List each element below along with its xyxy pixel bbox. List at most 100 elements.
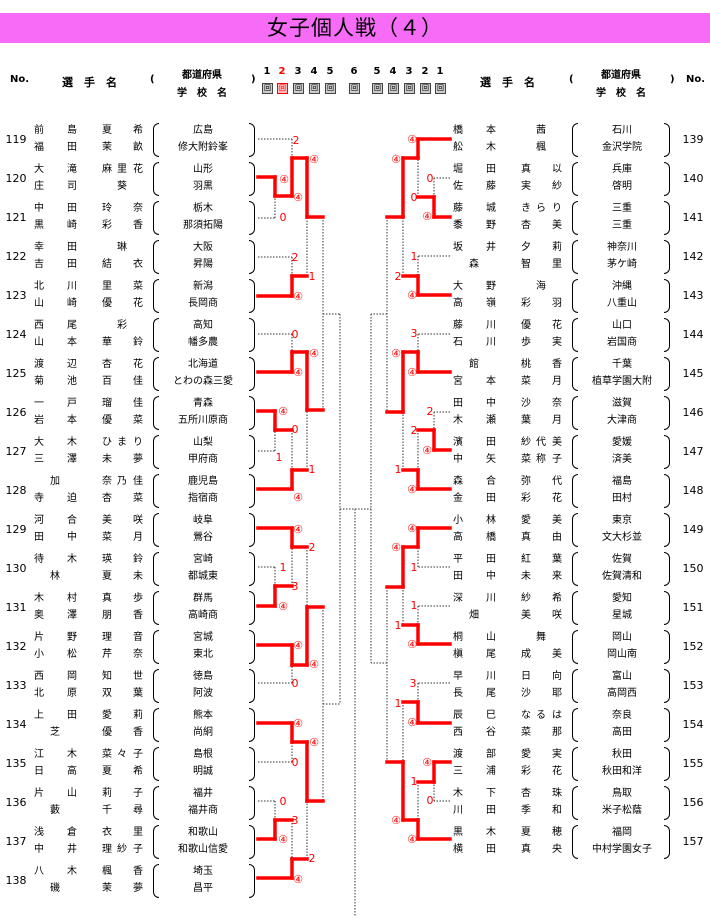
entry-number: 121 xyxy=(5,211,27,224)
school-label: 植草学園大附 xyxy=(592,376,652,387)
bracket-paren-open xyxy=(153,396,159,430)
player-name-char: 佐 xyxy=(453,181,463,192)
player-name-char: 日 xyxy=(521,671,531,682)
player-name-char: 百 xyxy=(102,376,112,387)
player-name-char: 実 xyxy=(521,181,531,192)
player-name-char: 下 xyxy=(486,788,496,799)
player-name-char: 前 xyxy=(34,125,44,136)
school-label: 三重 xyxy=(612,220,632,231)
player-name-char: 田 xyxy=(67,710,77,721)
player-name-char: ひ xyxy=(102,437,112,448)
school-label: 尚絅 xyxy=(193,727,213,738)
prefecture-label: 岐阜 xyxy=(193,515,213,526)
bracket-paren-open xyxy=(153,240,159,274)
title-bar xyxy=(0,13,710,43)
player-name-char: 真 xyxy=(521,164,531,175)
player-name-char: 由 xyxy=(552,532,562,543)
player-name-char: 横 xyxy=(453,844,463,855)
match-score: ④ xyxy=(391,347,401,360)
round-box-icon: 回 xyxy=(349,83,360,94)
player-name-char: な xyxy=(521,710,531,721)
prefecture-label: 三重 xyxy=(612,203,632,214)
match-score: ④ xyxy=(309,153,319,166)
player-name-char: 北 xyxy=(34,688,44,699)
entry-number: 131 xyxy=(5,601,27,614)
match-score: 2 xyxy=(411,424,418,437)
player-name-char: 芝 xyxy=(50,727,60,738)
bracket-paren-open xyxy=(572,162,578,196)
entry-number: 141 xyxy=(682,211,704,224)
entry-number: 146 xyxy=(682,406,704,419)
entry-number: 129 xyxy=(5,523,27,536)
match-score: 1 xyxy=(411,775,418,788)
player-name-char: 奈 xyxy=(133,203,143,214)
match-score: ④ xyxy=(407,366,417,379)
player-name-char: は xyxy=(552,710,562,721)
bracket-paren-open xyxy=(153,201,159,235)
round-box-icon: 回 xyxy=(325,83,336,94)
player-name-char: 澤 xyxy=(67,454,77,465)
match-score: 0 xyxy=(280,795,287,808)
player-name-char: 田 xyxy=(67,242,77,253)
player-name-char: 江 xyxy=(34,749,44,760)
player-name-char: 野 xyxy=(486,220,496,231)
player-name-char: 木 xyxy=(67,749,77,760)
player-name-char: 濱 xyxy=(453,437,463,448)
entry-number: 122 xyxy=(5,250,27,263)
header-paren-close-left: ) xyxy=(251,74,256,85)
player-name-char: 美 xyxy=(552,437,562,448)
entry-number: 156 xyxy=(682,796,704,809)
player-name-char: 村 xyxy=(67,593,77,604)
player-name-char: 西 xyxy=(34,320,44,331)
player-name-char: 美 xyxy=(552,649,562,660)
player-name-char: 茜 xyxy=(536,125,546,136)
prefecture-label: 神奈川 xyxy=(607,242,637,253)
match-score: 2 xyxy=(293,134,300,147)
player-name-char: 月 xyxy=(552,376,562,387)
match-score: 1 xyxy=(309,270,316,283)
player-name-char: 田 xyxy=(67,259,77,270)
prefecture-label: 福岡 xyxy=(612,827,632,838)
player-name-char: 花 xyxy=(133,164,143,175)
player-name-char: 智 xyxy=(521,259,531,270)
prefecture-label: 岡山 xyxy=(612,632,632,643)
player-name-char: 美 xyxy=(521,610,531,621)
bracket-paren-open xyxy=(153,591,159,625)
player-name-char: 岡 xyxy=(67,671,77,682)
match-score: ④ xyxy=(293,290,303,303)
player-name-char: 木 xyxy=(453,415,463,426)
player-name-char: 麻 xyxy=(102,164,112,175)
player-name-char: 葉 xyxy=(521,415,531,426)
player-name-char: 夏 xyxy=(102,766,112,777)
player-name-char: 楓 xyxy=(536,142,546,153)
player-name-char: 知 xyxy=(102,671,112,682)
player-name-char: 花 xyxy=(133,298,143,309)
player-name-char: 瑛 xyxy=(102,554,112,565)
match-score: 2 xyxy=(395,270,402,283)
player-name-char: 彩 xyxy=(102,220,112,231)
player-name-char: 奈 xyxy=(133,649,143,660)
prefecture-label: 山形 xyxy=(193,164,213,175)
player-name-char: 真 xyxy=(521,532,531,543)
match-score: 1 xyxy=(411,250,418,263)
player-name-char: 菜 xyxy=(521,376,531,387)
player-name-char: 森 xyxy=(453,476,463,487)
player-name-char: 加 xyxy=(50,476,60,487)
player-name-char: 三 xyxy=(453,766,463,777)
player-name-char: ら xyxy=(536,203,546,214)
match-score: 1 xyxy=(411,561,418,574)
player-name-char: 澤 xyxy=(67,610,77,621)
bracket-paren-open xyxy=(153,513,159,547)
match-score: 3 xyxy=(292,814,299,827)
entry-number: 127 xyxy=(5,445,27,458)
player-name-char: 千 xyxy=(102,805,112,816)
round-number: 5 xyxy=(326,66,334,77)
school-label: 和歌山信愛 xyxy=(178,844,228,855)
player-name-char: 尾 xyxy=(67,320,77,331)
round-number: 2 xyxy=(421,66,429,77)
player-name-char: 実 xyxy=(552,749,562,760)
match-score: 0 xyxy=(292,756,299,769)
player-name-char: 木 xyxy=(453,788,463,799)
player-name-char: 本 xyxy=(486,376,496,387)
